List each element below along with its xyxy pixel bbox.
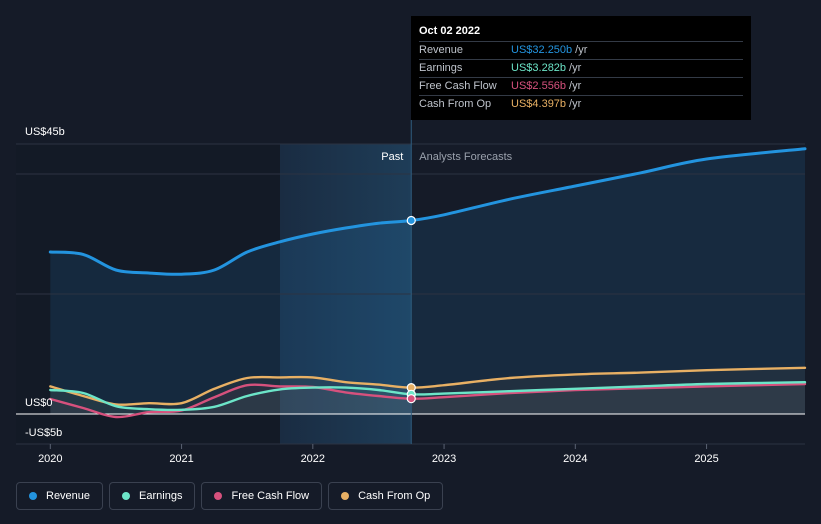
tooltip-unit: /yr bbox=[575, 44, 588, 56]
tooltip-unit: /yr bbox=[569, 62, 582, 74]
legend-dot-icon bbox=[122, 492, 131, 500]
past-region-label: Past bbox=[381, 151, 403, 163]
forecast-region-label: Analysts Forecasts bbox=[419, 151, 512, 163]
tooltip-value: US$32.250b bbox=[511, 44, 573, 56]
tooltip-label: Revenue bbox=[419, 44, 464, 56]
x-axis-ticks: 2020 2021 2022 2023 2024 2025 bbox=[38, 444, 719, 465]
gridlines bbox=[16, 143, 805, 445]
chart-legend: Revenue Earnings Free Cash Flow Cash Fro… bbox=[16, 482, 444, 510]
legend-item-cash-from-op[interactable]: Cash From Op bbox=[328, 482, 444, 510]
tooltip-row-free-cash-flow: Free Cash Flow US$2.556b /yr bbox=[419, 77, 743, 95]
tooltip-value: US$3.282b bbox=[511, 62, 567, 74]
legend-label: Revenue bbox=[46, 490, 91, 502]
data-tooltip: Oct 02 2022 Revenue US$32.250b /yr Earni… bbox=[411, 16, 751, 120]
marker-revenue bbox=[406, 215, 416, 226]
legend-label: Cash From Op bbox=[358, 490, 431, 502]
legend-item-revenue[interactable]: Revenue bbox=[16, 482, 104, 510]
series-line-revenue bbox=[48, 147, 807, 276]
y-axis-label-top: US$45b bbox=[25, 126, 65, 138]
axis-labels: US$45b US$0 -US$5b Past Analysts Forecas… bbox=[25, 126, 513, 439]
x-tick-label: 2020 bbox=[38, 453, 62, 465]
series-line-earnings bbox=[49, 381, 807, 412]
tooltip-value: US$4.397b bbox=[511, 98, 567, 110]
series-line-cash-from-op bbox=[49, 366, 807, 406]
tooltip-unit: /yr bbox=[569, 80, 582, 92]
y-axis-label-zero: US$0 bbox=[25, 397, 53, 409]
hover-markers bbox=[406, 215, 416, 404]
legend-dot-icon bbox=[341, 492, 350, 500]
tooltip-label: Free Cash Flow bbox=[419, 80, 497, 92]
series-line-free-cash-flow bbox=[49, 382, 807, 419]
x-tick-label: 2022 bbox=[301, 453, 325, 465]
tooltip-row-revenue: Revenue US$32.250b /yr bbox=[419, 41, 743, 59]
legend-item-free-cash-flow[interactable]: Free Cash Flow bbox=[201, 482, 323, 510]
tooltip-date: Oct 02 2022 bbox=[419, 25, 481, 37]
tooltip-unit: /yr bbox=[569, 98, 582, 110]
legend-label: Free Cash Flow bbox=[231, 490, 310, 502]
series-area-fill bbox=[50, 367, 805, 414]
tooltip-label: Earnings bbox=[419, 62, 463, 74]
marker-free-cash-flow bbox=[406, 394, 416, 404]
revenue-area-fill bbox=[50, 148, 805, 415]
legend-dot-icon bbox=[214, 492, 223, 500]
legend-label: Earnings bbox=[139, 490, 183, 502]
tooltip-label: Cash From Op bbox=[419, 98, 492, 110]
tooltip-value: US$2.556b bbox=[511, 80, 567, 92]
legend-dot-icon bbox=[29, 492, 37, 500]
x-tick-label: 2024 bbox=[563, 453, 587, 465]
legend-item-earnings[interactable]: Earnings bbox=[109, 482, 196, 510]
x-tick-label: 2025 bbox=[694, 453, 718, 465]
tooltip-row-earnings: Earnings US$3.282b /yr bbox=[419, 59, 743, 77]
tooltip-row-cash-from-op: Cash From Op US$4.397b /yr bbox=[419, 95, 743, 113]
x-tick-label: 2023 bbox=[432, 453, 456, 465]
x-tick-label: 2021 bbox=[169, 453, 193, 465]
series-area-fill bbox=[50, 384, 805, 418]
y-axis-label-bottom: -US$5b bbox=[25, 427, 62, 439]
